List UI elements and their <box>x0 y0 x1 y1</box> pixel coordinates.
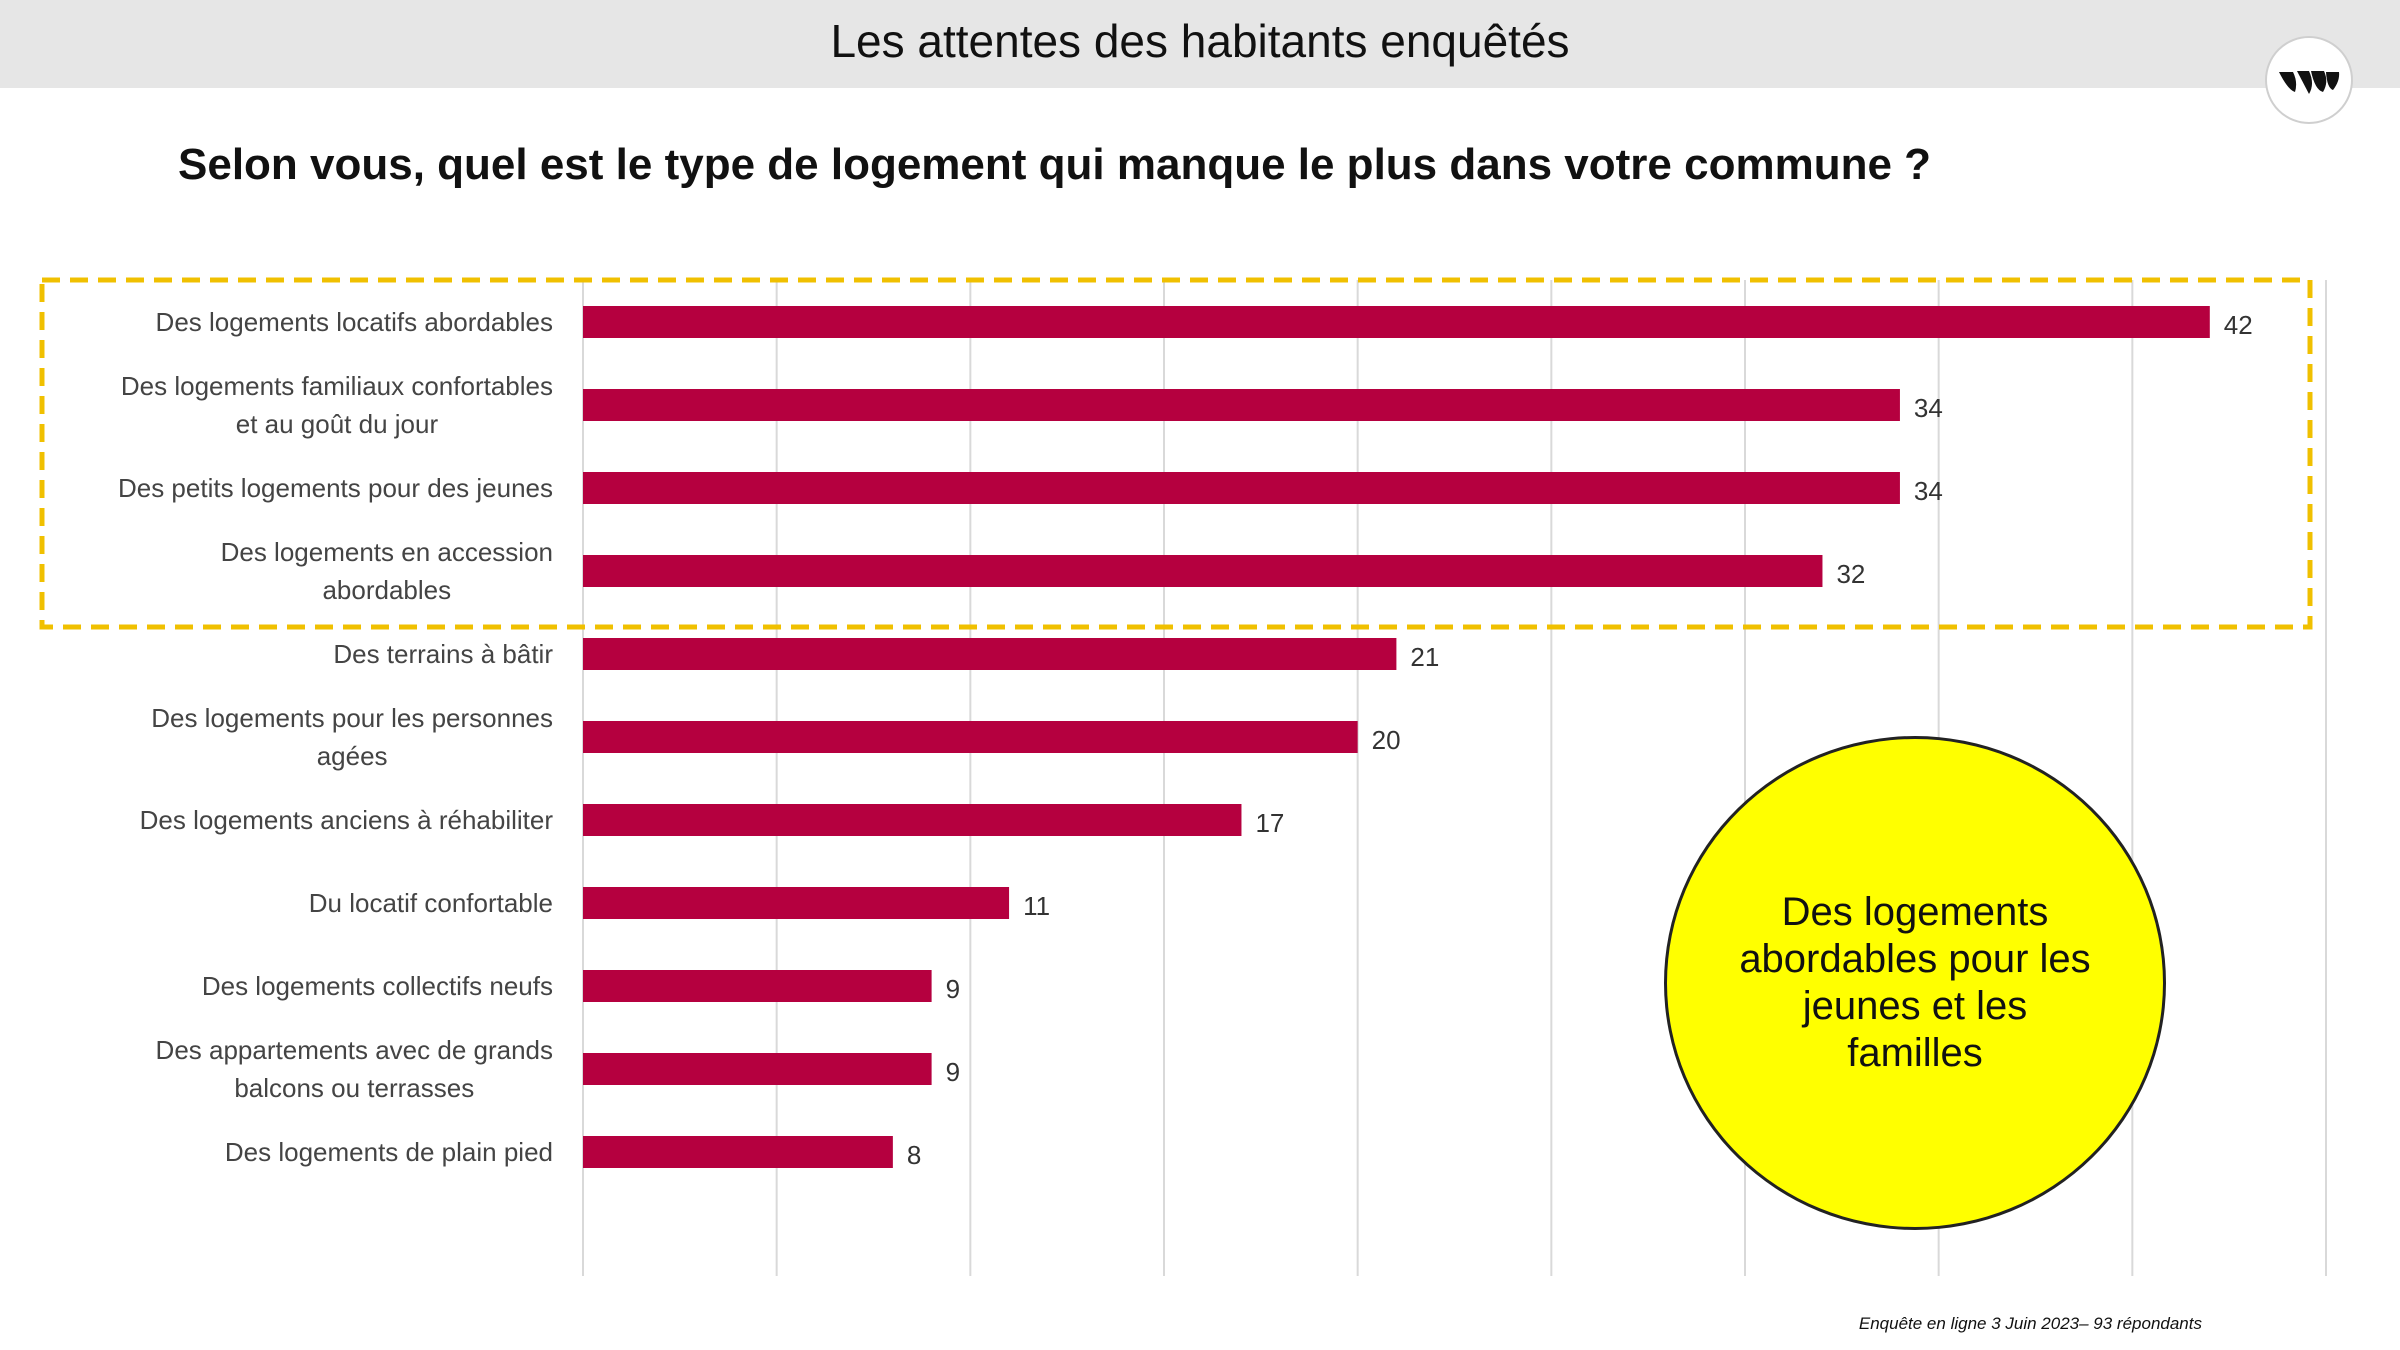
bar <box>583 306 2210 338</box>
bar <box>583 638 1397 670</box>
data-label: 32 <box>1836 559 1865 589</box>
source-note: Enquête en ligne 3 Juin 2023– 93 réponda… <box>1858 1314 2202 1333</box>
category-label: abordables <box>322 575 451 605</box>
data-label: 9 <box>946 974 960 1004</box>
data-label: 42 <box>2224 310 2253 340</box>
chart-question-title: Selon vous, quel est le type de logement… <box>178 140 1932 189</box>
category-label: Des logements familiaux confortables <box>121 371 553 401</box>
category-label: balcons ou terrasses <box>234 1073 474 1103</box>
category-label: agées <box>317 741 388 771</box>
category-label: Des logements de plain pied <box>225 1137 553 1167</box>
category-label: Des logements locatifs abordables <box>156 307 553 337</box>
bar <box>583 389 1900 421</box>
category-label: Du locatif confortable <box>309 888 553 918</box>
highlight-box <box>39 277 2313 630</box>
category-label: et au goût du jour <box>236 409 439 439</box>
category-label: Des logements pour les personnes <box>151 703 553 733</box>
category-label: Des appartements avec de grands <box>156 1035 553 1065</box>
leaves-logo-icon <box>2265 36 2353 124</box>
bar <box>583 721 1358 753</box>
data-label: 9 <box>946 1057 960 1087</box>
category-label: Des terrains à bâtir <box>333 639 553 669</box>
data-label: 17 <box>1255 808 1284 838</box>
category-label: Des logements en accession <box>221 537 553 567</box>
category-label: Des petits logements pour des jeunes <box>118 473 553 503</box>
data-label: 34 <box>1914 393 1943 423</box>
data-label: 11 <box>1023 891 1050 921</box>
category-label: Des logements collectifs neufs <box>202 971 553 1001</box>
bar <box>583 1136 893 1168</box>
header-bar <box>0 0 2400 88</box>
data-label: 8 <box>907 1140 921 1170</box>
bar <box>583 1053 932 1085</box>
slide-title: Les attentes des habitants enquêtés <box>830 15 1570 67</box>
bar <box>583 804 1242 836</box>
data-label: 34 <box>1914 476 1943 506</box>
callout-text: Des logements abordables pour les jeunes… <box>1739 890 2091 1075</box>
bar <box>583 887 1010 919</box>
summary-callout: Des logements abordables pour les jeunes… <box>1664 736 2166 1230</box>
data-label: 20 <box>1372 725 1401 755</box>
category-label: Des logements anciens à réhabiliter <box>140 805 554 835</box>
bar <box>583 555 1823 587</box>
bar <box>583 970 932 1002</box>
data-label: 21 <box>1410 642 1439 672</box>
bar <box>583 472 1900 504</box>
